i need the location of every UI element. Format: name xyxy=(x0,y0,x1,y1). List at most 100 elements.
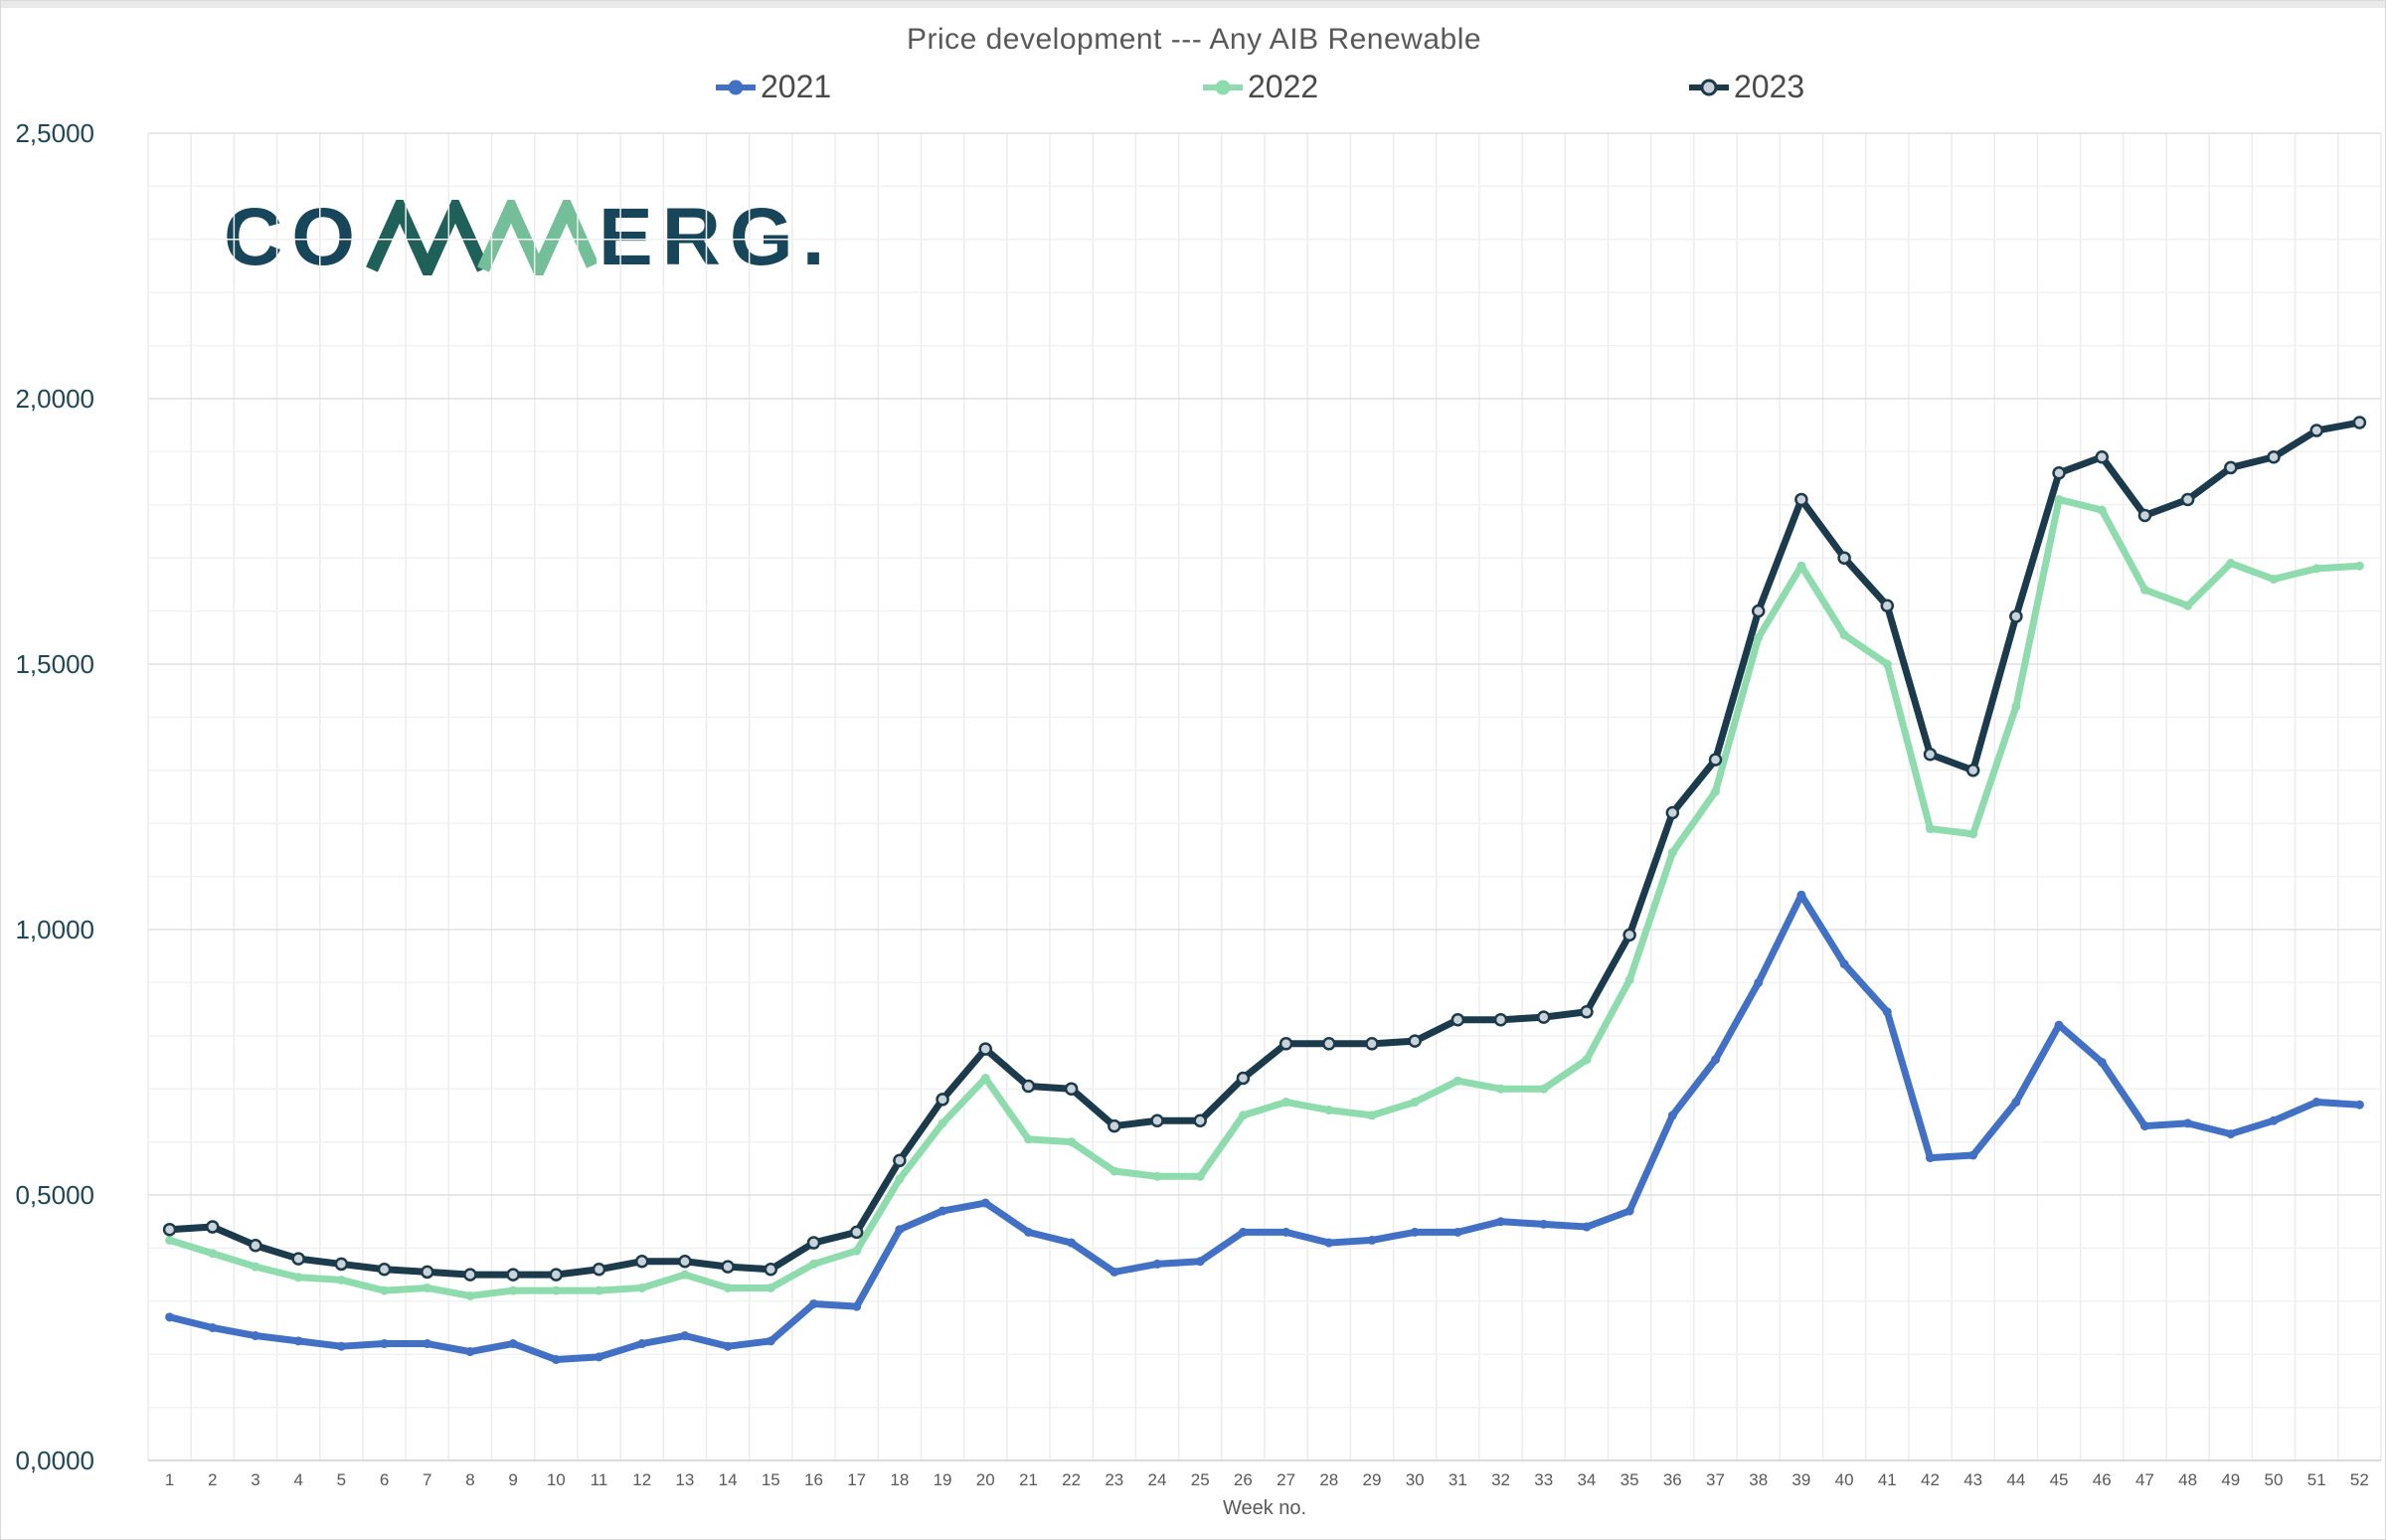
data-point-2023-week-25 xyxy=(1193,1113,1207,1127)
x-tick-label: 17 xyxy=(847,1470,867,1489)
x-tick-label: 51 xyxy=(2306,1470,2326,1489)
data-point-2023-week-29 xyxy=(1365,1037,1379,1051)
data-point-2021-week-37 xyxy=(1711,1055,1721,1065)
x-tick-label: 28 xyxy=(1319,1470,1339,1489)
data-point-2021-week-5 xyxy=(336,1341,346,1351)
data-point-2021-week-9 xyxy=(508,1339,518,1349)
data-point-2021-week-48 xyxy=(2183,1118,2193,1128)
data-point-2022-week-23 xyxy=(1109,1166,1119,1176)
data-point-2023-week-52 xyxy=(2352,416,2367,429)
x-tick-label: 35 xyxy=(1619,1470,1639,1489)
data-point-2021-week-10 xyxy=(551,1355,561,1365)
data-point-2022-week-27 xyxy=(1281,1098,1291,1108)
data-point-2022-week-34 xyxy=(1582,1055,1592,1065)
legend-item-2022: 2022 xyxy=(1200,69,1318,105)
data-point-2021-week-6 xyxy=(380,1339,390,1349)
x-tick-label: 2 xyxy=(208,1470,218,1489)
x-tick-label: 1 xyxy=(164,1470,175,1489)
data-point-2021-week-33 xyxy=(1539,1219,1549,1229)
data-point-2023-week-50 xyxy=(2267,449,2281,464)
y-tick-label: 2,0000 xyxy=(15,384,94,414)
data-point-2021-week-18 xyxy=(895,1225,905,1235)
data-point-2023-week-19 xyxy=(936,1093,949,1107)
x-tick-label: 27 xyxy=(1277,1470,1296,1489)
data-point-2021-week-52 xyxy=(2354,1100,2364,1110)
x-tick-label: 15 xyxy=(761,1470,780,1489)
data-point-2021-week-20 xyxy=(980,1198,990,1208)
data-point-2022-week-4 xyxy=(293,1273,303,1283)
data-point-2022-week-12 xyxy=(637,1283,647,1292)
data-point-2023-week-37 xyxy=(1708,753,1723,767)
data-point-2023-week-6 xyxy=(377,1263,392,1277)
data-point-2023-week-30 xyxy=(1408,1034,1422,1048)
data-point-2021-week-7 xyxy=(423,1339,432,1349)
data-point-2022-week-14 xyxy=(723,1283,733,1292)
x-tick-label: 43 xyxy=(1963,1470,1983,1489)
x-tick-label: 26 xyxy=(1233,1470,1253,1489)
x-tick-label: 30 xyxy=(1405,1470,1425,1489)
data-point-2022-week-43 xyxy=(1968,829,1978,839)
x-tick-label: 52 xyxy=(2349,1470,2369,1489)
data-point-2022-week-10 xyxy=(551,1285,561,1295)
legend-label-2021: 2021 xyxy=(761,69,832,104)
x-tick-label: 14 xyxy=(718,1470,738,1489)
x-tick-label: 7 xyxy=(423,1470,432,1489)
legend-item-2021: 2021 xyxy=(713,69,831,105)
data-point-2023-week-14 xyxy=(721,1260,735,1274)
legend-marker-2022-icon xyxy=(1203,80,1243,94)
data-point-2022-week-11 xyxy=(595,1285,604,1295)
data-point-2021-week-25 xyxy=(1195,1257,1205,1267)
data-point-2022-week-6 xyxy=(380,1285,390,1295)
data-point-2023-week-34 xyxy=(1580,1005,1594,1019)
data-point-2022-week-9 xyxy=(508,1285,518,1295)
data-point-2023-week-40 xyxy=(1837,551,1851,565)
x-tick-label: 40 xyxy=(1834,1470,1854,1489)
x-tick-label: 23 xyxy=(1105,1470,1124,1489)
data-point-2021-week-30 xyxy=(1410,1227,1420,1237)
data-point-2021-week-23 xyxy=(1109,1267,1119,1277)
data-point-2023-week-26 xyxy=(1236,1071,1251,1086)
x-tick-label: 25 xyxy=(1190,1470,1210,1489)
x-tick-label: 33 xyxy=(1534,1470,1554,1489)
data-point-2021-week-11 xyxy=(595,1352,604,1362)
data-point-2023-week-3 xyxy=(249,1238,262,1253)
data-point-2023-week-9 xyxy=(506,1268,520,1282)
x-tick-label: 36 xyxy=(1662,1470,1682,1489)
data-point-2021-week-41 xyxy=(1882,1007,1892,1017)
data-point-2023-week-18 xyxy=(893,1153,907,1168)
x-tick-label: 37 xyxy=(1706,1470,1725,1489)
data-point-2021-week-36 xyxy=(1667,1111,1677,1120)
data-point-2023-week-45 xyxy=(2052,466,2066,480)
y-tick-label: 1,0000 xyxy=(15,915,94,944)
data-point-2022-week-29 xyxy=(1367,1111,1377,1120)
data-point-2021-week-19 xyxy=(937,1206,947,1216)
x-tick-label: 42 xyxy=(1921,1470,1940,1489)
x-tick-label: 39 xyxy=(1791,1470,1811,1489)
data-point-2021-week-8 xyxy=(465,1347,475,1357)
data-point-2021-week-14 xyxy=(723,1341,733,1351)
x-tick-label: 47 xyxy=(2134,1470,2154,1489)
x-tick-label: 46 xyxy=(2092,1470,2112,1489)
x-tick-label: 29 xyxy=(1362,1470,1382,1489)
data-point-2023-week-42 xyxy=(1923,748,1938,762)
data-point-2022-week-44 xyxy=(2011,702,2021,712)
x-tick-label: 48 xyxy=(2178,1470,2198,1489)
data-point-2022-week-24 xyxy=(1152,1171,1162,1181)
data-point-2023-week-39 xyxy=(1794,492,1808,507)
data-point-2023-week-4 xyxy=(291,1252,305,1266)
data-point-2023-week-38 xyxy=(1751,603,1766,618)
x-tick-label: 16 xyxy=(804,1470,823,1489)
data-point-2023-week-10 xyxy=(549,1268,564,1282)
data-point-2021-week-12 xyxy=(637,1339,647,1349)
x-axis-title: Week no. xyxy=(1222,1497,1307,1519)
data-point-2023-week-49 xyxy=(2224,460,2238,475)
x-tick-label: 44 xyxy=(2006,1470,2026,1489)
data-point-2021-week-29 xyxy=(1367,1235,1377,1245)
data-point-2021-week-47 xyxy=(2139,1121,2149,1131)
data-point-2021-week-42 xyxy=(1925,1153,1935,1163)
data-point-2023-week-8 xyxy=(463,1268,477,1282)
data-point-2021-week-22 xyxy=(1067,1238,1077,1248)
data-point-2021-week-45 xyxy=(2054,1020,2064,1030)
